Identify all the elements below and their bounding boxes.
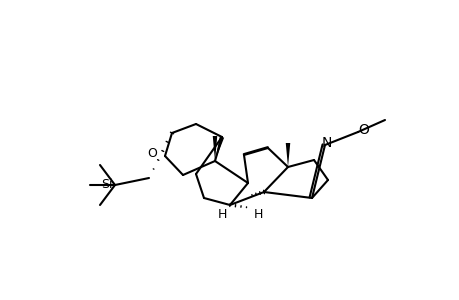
Text: N: N (321, 136, 331, 150)
Text: Si: Si (101, 178, 112, 191)
Polygon shape (214, 136, 224, 161)
Text: O: O (358, 123, 369, 137)
Polygon shape (212, 136, 217, 161)
Text: O: O (147, 147, 157, 160)
Text: H: H (217, 208, 226, 221)
Polygon shape (285, 143, 290, 167)
Text: H: H (253, 208, 262, 221)
